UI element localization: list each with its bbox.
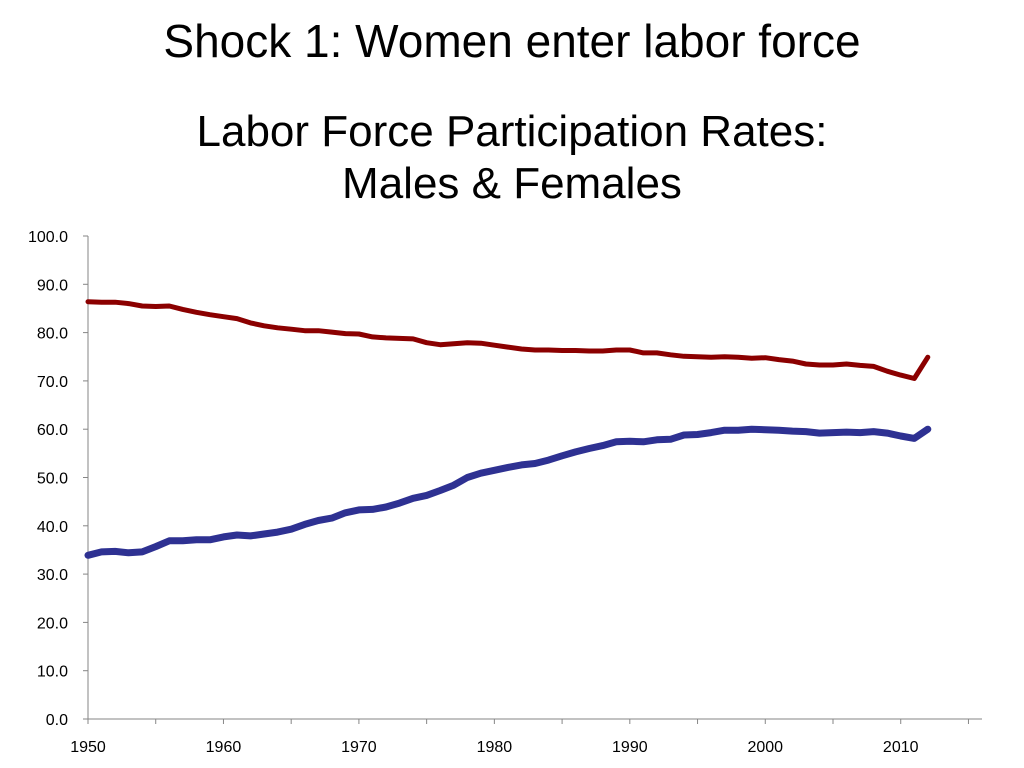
y-tick-label: 90.0 [37, 277, 68, 294]
series-line-2 [84, 425, 932, 559]
y-tick-label: 0.0 [46, 712, 68, 729]
y-tick-label: 40.0 [37, 519, 68, 536]
chart-title-line-2: Males & Females [342, 159, 682, 208]
x-tick-label: 2010 [883, 739, 919, 756]
x-tick-label: 1990 [612, 739, 648, 756]
x-tick-label: 1970 [341, 739, 377, 756]
y-tick-label: 80.0 [37, 326, 68, 343]
y-tick-label: 20.0 [37, 615, 68, 632]
chart-title: Labor Force Participation Rates: Males &… [0, 106, 1024, 210]
chart-title-line-1: Labor Force Participation Rates: [196, 107, 828, 156]
y-tick-label: 50.0 [37, 471, 68, 488]
y-tick-label: 70.0 [37, 374, 68, 391]
x-tick-label: 1950 [70, 739, 106, 756]
y-tick-label: 100.0 [28, 229, 68, 246]
y-tick-label: 30.0 [37, 567, 68, 584]
x-tick-label: 1960 [206, 739, 242, 756]
series-line-1 [85, 299, 931, 381]
x-tick-label: 2000 [747, 739, 783, 756]
y-tick-label: 10.0 [37, 664, 68, 681]
slide-title: Shock 1: Women enter labor force [163, 15, 861, 67]
y-tick-label: 60.0 [37, 422, 68, 439]
x-tick-label: 1980 [477, 739, 513, 756]
